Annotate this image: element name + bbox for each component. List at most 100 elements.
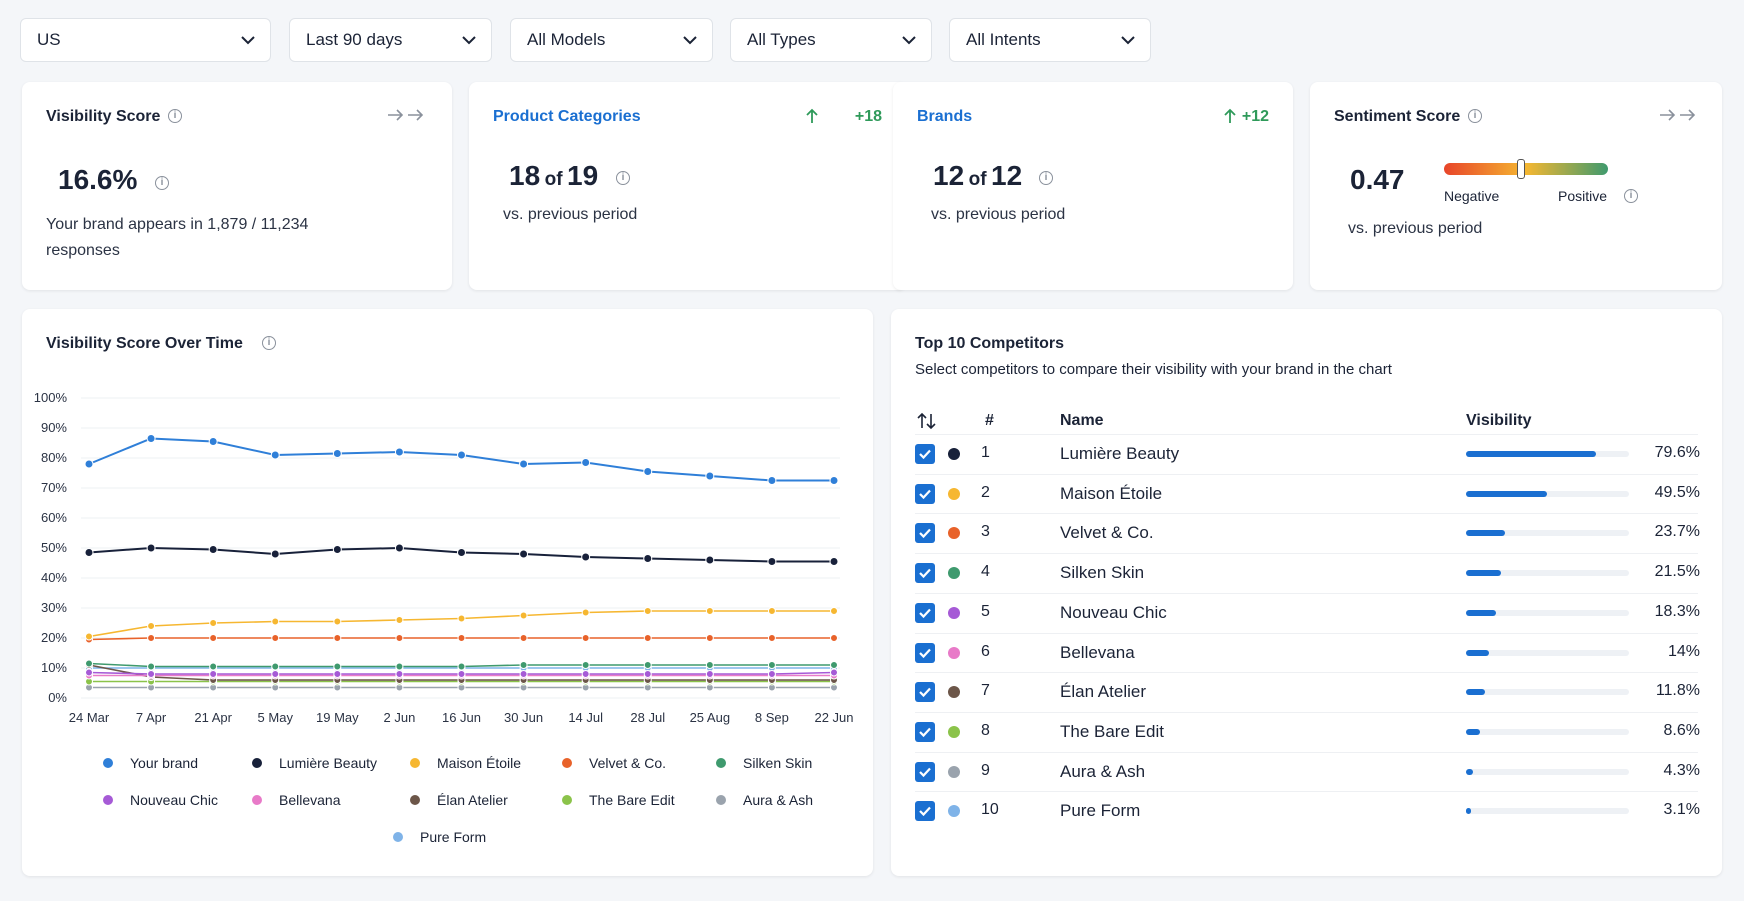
row-divider [915,553,1698,555]
filter-dropdown[interactable]: All Models [510,18,713,62]
data-point [84,548,94,557]
data-point [767,670,776,678]
checkbox[interactable] [915,483,935,504]
checkbox[interactable] [915,801,935,822]
color-dot [948,448,960,460]
card-title[interactable]: Brands [917,108,973,125]
checkbox[interactable] [915,523,935,544]
x-tick-label: 8 Sep [755,710,789,725]
legend-swatch [252,758,262,768]
checkbox[interactable] [915,682,935,703]
gauge-low-label: Negative [1444,188,1500,204]
data-point [271,670,280,678]
data-point [519,670,528,678]
info-icon[interactable]: i [262,336,276,350]
filter-dropdown[interactable]: All Intents [949,18,1151,62]
competitor-name: The Bare Edit [1060,721,1164,741]
data-point [271,662,280,671]
legend-label: Maison Étoile [437,755,521,771]
data-point [643,554,653,563]
legend-swatch [562,795,572,805]
filter-dropdown[interactable]: Last 90 days [289,18,492,62]
legend-swatch [393,832,403,842]
info-icon[interactable]: i [1039,171,1053,185]
info-icon[interactable]: i [155,176,169,190]
bar-track [1466,768,1629,775]
legend-label: Your brand [130,755,198,771]
card-value: 0.47 [1350,164,1405,195]
data-point [705,661,714,669]
checkbox[interactable] [915,602,935,623]
sentiment-gauge [1444,159,1608,179]
legend-swatch [103,795,113,805]
color-dot [948,805,960,818]
row-divider [915,751,1698,753]
visibility-bar [1466,570,1502,577]
data-point [829,557,839,566]
data-point [333,634,342,642]
sentiment-card: Sentiment Score i 0.47 Negative Positive… [1310,82,1722,290]
visibility-label: 79.6% [1654,444,1700,461]
expand-icon[interactable] [386,108,426,122]
card-title[interactable]: Product Categories [493,108,641,125]
color-dot [948,725,960,738]
data-point [333,662,342,671]
data-point [705,607,714,615]
data-point [146,543,156,553]
row-divider [915,632,1698,634]
data-point [643,670,652,678]
checkbox[interactable] [915,761,935,782]
bar-track [1466,490,1629,497]
info-icon[interactable]: i [168,109,182,123]
filter-dropdown[interactable]: US [20,18,271,62]
competitor-name: Lumière Beauty [1060,444,1180,463]
visibility-label: 11.8% [1655,682,1700,700]
column-header: Name [1060,412,1104,429]
filter-label: All Types [747,30,816,49]
data-point [395,662,404,671]
card-subtitle: vs. previous period [931,206,1066,223]
row-divider [915,592,1698,594]
legend-swatch [410,758,420,768]
row-divider [915,791,1698,793]
visibility-label: 8.6% [1663,721,1700,739]
value: 12 [933,160,965,191]
sort-icon[interactable] [917,412,937,430]
data-point [147,662,156,671]
x-tick-label: 14 Jul [568,710,603,725]
legend-label: Velvet & Co. [589,755,666,771]
checkbox[interactable] [915,444,935,464]
legend-label: Aura & Ash [743,792,813,808]
bar-track [1466,808,1629,815]
categories-card: Product Categories +18 18 of 19 i vs. pr… [469,82,906,290]
info-icon[interactable]: i [1624,189,1638,203]
info-icon[interactable]: i [616,171,630,185]
color-dot [948,646,960,659]
competitor-name: Silken Skin [1060,563,1145,583]
card-change: +12 [1241,108,1269,125]
visibility-label: 4.3% [1663,761,1700,779]
data-point [457,634,466,642]
visibility-label: 23.7% [1654,523,1700,541]
bar-track [1466,570,1629,577]
card-value: 16.6% [58,164,138,195]
competitor-name: Bellevana [1060,642,1135,662]
y-tick-label: 10% [41,660,67,675]
rank: 5 [981,602,990,620]
checkbox[interactable] [915,642,935,663]
legend-label: Élan Atelier [437,792,508,808]
data-point [829,476,839,485]
filter-dropdown[interactable]: All Types [730,18,932,62]
row-divider [915,513,1698,515]
data-point [209,662,218,671]
data-point [767,661,776,669]
check [919,727,931,737]
visibility-label: 14% [1667,642,1700,660]
info-icon[interactable]: i [1468,109,1482,123]
expand-icon[interactable] [1658,108,1698,122]
checkbox[interactable] [915,563,935,584]
checkbox[interactable] [915,721,935,742]
filter-label: Last 90 days [306,30,403,49]
y-tick-label: 80% [41,450,67,465]
value: 18 [509,160,541,191]
